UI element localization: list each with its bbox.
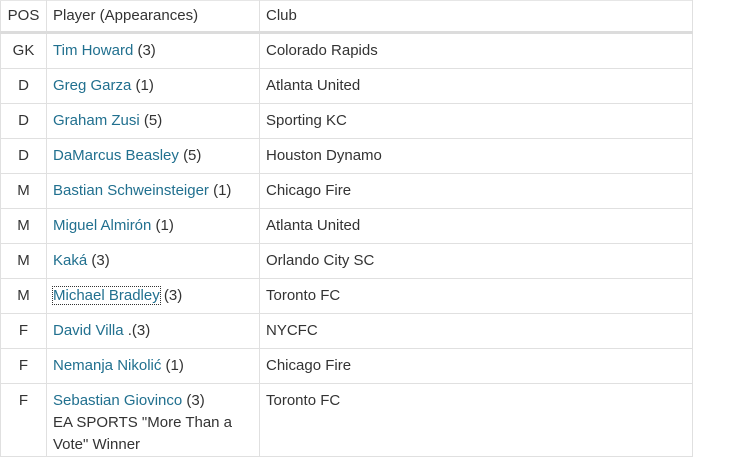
player-link[interactable]: Greg Garza bbox=[53, 77, 132, 94]
player-cell: Greg Garza (1) bbox=[46, 68, 260, 104]
club-cell: Atlanta United bbox=[259, 68, 693, 104]
player-link[interactable]: Nemanja Nikolić bbox=[53, 357, 162, 374]
player-cell: Michael Bradley (3) bbox=[46, 278, 260, 314]
player-cell: Tim Howard (3) bbox=[46, 32, 260, 69]
appearances: (1) bbox=[135, 77, 154, 94]
appearances: (1) bbox=[155, 217, 174, 234]
player-link[interactable]: Kaká bbox=[53, 252, 88, 269]
appearances: (5) bbox=[183, 147, 202, 164]
table-row: D Greg Garza (1) Atlanta United bbox=[0, 68, 693, 104]
player-cell: Bastian Schweinsteiger (1) bbox=[46, 173, 260, 209]
club-cell: Toronto FC bbox=[259, 278, 693, 314]
position-cell: F bbox=[0, 348, 47, 384]
table-row: GK Tim Howard (3) Colorado Rapids bbox=[0, 32, 693, 69]
club-cell: Colorado Rapids bbox=[259, 32, 693, 69]
appearances: (1) bbox=[213, 182, 232, 199]
table-head: POS Player (Appearances) Club bbox=[0, 0, 693, 34]
position-cell: M bbox=[0, 173, 47, 209]
player-link[interactable]: Sebastian Giovinco bbox=[53, 392, 183, 409]
table-row: D Graham Zusi (5) Sporting KC bbox=[0, 103, 693, 139]
player-cell: DaMarcus Beasley (5) bbox=[46, 138, 260, 174]
position-cell: F bbox=[0, 383, 47, 457]
header-cell: Club bbox=[259, 0, 693, 34]
position-cell: GK bbox=[0, 32, 47, 69]
roster-table: POS Player (Appearances) Club GK Tim Howa… bbox=[0, 0, 693, 457]
player-note: EA SPORTS "More Than a Vote" Winner bbox=[53, 414, 233, 453]
appearances: (1) bbox=[165, 357, 184, 374]
table-row: M Miguel Almirón (1) Atlanta United bbox=[0, 208, 693, 244]
table-row: M Michael Bradley (3) Toronto FC bbox=[0, 278, 693, 314]
player-cell: Sebastian Giovinco (3) EA SPORTS "More Th… bbox=[46, 383, 260, 457]
position-cell: D bbox=[0, 103, 47, 139]
table-row: M Kaká (3) Orlando City SC bbox=[0, 243, 693, 279]
table-row: M Bastian Schweinsteiger (1) Chicago Fire bbox=[0, 173, 693, 209]
club-cell: Chicago Fire bbox=[259, 173, 693, 209]
player-cell: Graham Zusi (5) bbox=[46, 103, 260, 139]
player-cell: Miguel Almirón (1) bbox=[46, 208, 260, 244]
appearances: (5) bbox=[143, 112, 163, 129]
club-cell: Chicago Fire bbox=[259, 348, 693, 384]
position-cell: M bbox=[0, 243, 47, 279]
appearances: (3) bbox=[91, 252, 110, 269]
appearances: (3) bbox=[186, 392, 205, 409]
appearances: .(3) bbox=[127, 322, 151, 339]
player-link[interactable]: David Villa bbox=[53, 322, 124, 339]
header-cell: POS bbox=[0, 0, 47, 34]
table-row: F David Villa .(3) NYCFC bbox=[0, 313, 693, 349]
position-cell: D bbox=[0, 68, 47, 104]
club-cell: Orlando City SC bbox=[259, 243, 693, 279]
position-cell: F bbox=[0, 313, 47, 349]
appearances: (3) bbox=[163, 287, 183, 304]
player-cell: Nemanja Nikolić (1) bbox=[46, 348, 260, 384]
player-link[interactable]: Graham Zusi bbox=[53, 112, 140, 129]
club-cell: Toronto FC bbox=[259, 383, 693, 457]
position-cell: M bbox=[0, 278, 47, 314]
club-cell: NYCFC bbox=[259, 313, 693, 349]
table-row: D DaMarcus Beasley (5) Houston Dynamo bbox=[0, 138, 693, 174]
player-cell: Kaká (3) bbox=[46, 243, 260, 279]
position-cell: M bbox=[0, 208, 47, 244]
appearances: (3) bbox=[137, 42, 156, 59]
position-cell: D bbox=[0, 138, 47, 174]
table-body: GK Tim Howard (3) Colorado Rapids D Greg Gar… bbox=[0, 32, 693, 457]
club-cell: Sporting KC bbox=[259, 103, 693, 139]
header-cell: Player (Appearances) bbox=[46, 0, 260, 34]
player-cell: David Villa .(3) bbox=[46, 313, 260, 349]
header-row: POS Player (Appearances) Club bbox=[0, 0, 693, 34]
table-row: F Nemanja Nikolić (1) Chicago Fire bbox=[0, 348, 693, 384]
player-link[interactable]: Tim Howard bbox=[53, 42, 134, 59]
table-row: F Sebastian Giovinco (3) EA SPORTS "More T… bbox=[0, 383, 693, 457]
club-cell: Atlanta United bbox=[259, 208, 693, 244]
player-link[interactable]: DaMarcus Beasley bbox=[53, 147, 179, 164]
player-link[interactable]: Bastian Schweinsteiger bbox=[53, 182, 209, 199]
club-cell: Houston Dynamo bbox=[259, 138, 693, 174]
player-link[interactable]: Miguel Almirón bbox=[53, 217, 152, 234]
player-link[interactable]: Michael Bradley bbox=[52, 286, 161, 305]
